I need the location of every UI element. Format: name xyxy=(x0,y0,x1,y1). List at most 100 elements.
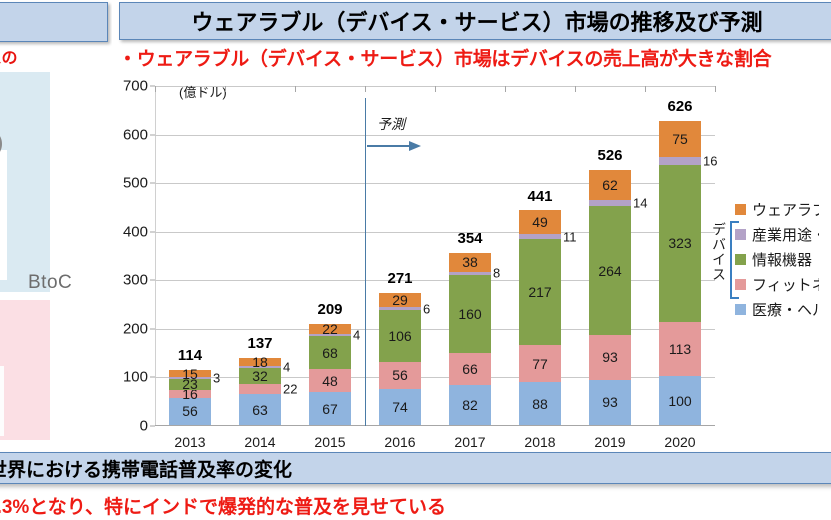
legend-color-swatch xyxy=(735,254,746,265)
bar-value-label: 22 xyxy=(322,320,338,337)
bar-group[interactable]: 56 16 23 3 15 xyxy=(169,365,220,425)
bar-value-label: 3 xyxy=(213,370,221,386)
bar-value-label: 22 xyxy=(283,381,298,397)
legend-item[interactable]: フィットネス xyxy=(735,272,819,297)
bar-segment: 82 xyxy=(449,385,491,425)
bar-total-label: 137 xyxy=(247,335,273,353)
x-tick-label: 2020 xyxy=(664,434,696,450)
bar-segment: 29 xyxy=(379,293,421,308)
bar-value-label: 93 xyxy=(602,349,618,366)
bar-value-label: 74 xyxy=(392,399,408,416)
bar-segment: 67 xyxy=(309,392,351,425)
legend-item[interactable]: 産業用途・ xyxy=(735,222,819,247)
legend-label: フィットネス xyxy=(752,277,819,294)
legend-label: 情報機器 xyxy=(752,252,813,269)
x-tick-label: 2015 xyxy=(314,434,346,450)
legend-item[interactable]: 情報機器 xyxy=(735,247,819,272)
bar-segment: 63 xyxy=(239,394,281,425)
bar-segment: 217 xyxy=(519,239,561,345)
x-tick-label: 2014 xyxy=(244,434,276,450)
bar-value-label: 62 xyxy=(602,176,618,193)
wearable-market-chart: 0 100 200 300 400 500 600 700 (億ドル) 56 16 23 3 15 11… xyxy=(118,72,819,451)
y-tick-mark xyxy=(150,231,155,233)
bar-segment: 93 xyxy=(589,379,631,425)
bar-segment: 16 xyxy=(169,385,211,402)
y-tick-mark xyxy=(150,279,155,281)
y-tick-label: 700 xyxy=(122,77,148,95)
x-tick-mark xyxy=(295,86,296,92)
bar-segment: 75 xyxy=(659,120,701,157)
bar-total-label: 114 xyxy=(177,346,203,364)
bar-value-label: 88 xyxy=(532,395,548,412)
gridline xyxy=(155,183,715,185)
bar-value-label: 15 xyxy=(182,365,198,382)
bar-value-label: 100 xyxy=(668,392,692,409)
bar-segment: 18 xyxy=(239,355,281,369)
legend-item[interactable]: ウェアラブ xyxy=(735,197,819,222)
legend-label: 医療・ヘル xyxy=(752,302,819,319)
bar-value-label: 56 xyxy=(182,403,198,420)
bar-group[interactable]: 67 48 68 4 22 xyxy=(309,320,360,425)
bar-value-label: 4 xyxy=(353,327,361,343)
bar-value-label: 68 xyxy=(322,344,338,361)
bar-value-label: 75 xyxy=(672,130,688,147)
x-tick-label: 2018 xyxy=(524,434,556,450)
bar-group[interactable]: 63 22 32 4 18 xyxy=(239,355,297,425)
bar-value-label: 6 xyxy=(423,301,431,317)
left-thumbnail-2 xyxy=(0,366,4,436)
bar-value-label: 16 xyxy=(182,385,198,402)
bar-value-label: 48 xyxy=(322,372,338,389)
y-tick-mark xyxy=(150,376,155,378)
legend-label: 産業用途・ xyxy=(752,227,819,244)
x-tick-mark xyxy=(155,86,156,92)
bar-total-label: 441 xyxy=(527,187,553,205)
bar-segment: 323 xyxy=(659,164,701,322)
x-tick-mark xyxy=(645,86,646,92)
bar-segment: 106 xyxy=(379,310,421,362)
gridline xyxy=(155,280,715,282)
bar-segment: 4 xyxy=(309,329,360,342)
y-tick-mark xyxy=(150,425,155,427)
bar-group[interactable]: 82 66 160 8 38 xyxy=(449,253,500,425)
bar-segment: 48 xyxy=(309,369,351,393)
x-tick-mark xyxy=(365,86,366,92)
bar-segment: 113 xyxy=(659,321,701,377)
footer-red-text: 6.3%となり、特にインドで爆発的な普及を見せている xyxy=(0,497,446,518)
bar-segment: 32 xyxy=(239,368,281,384)
bar-value-label: 38 xyxy=(462,254,478,271)
bar-segment: 56 xyxy=(379,361,421,390)
left-title-box xyxy=(0,2,108,42)
x-tick-label: 2019 xyxy=(594,434,626,450)
slide-subtitle: ・ウェアラブル（デバイス・サービス）市場はデバイスの売上高が大きな割合 xyxy=(118,49,772,70)
bar-value-label: 49 xyxy=(532,214,548,231)
y-tick-label: 500 xyxy=(122,174,148,192)
y-tick-label: 600 xyxy=(122,126,148,144)
left-slide-fragment: スの al 3D Viewer」 rt Watch2」 ーヴバンド」 el Ba… xyxy=(0,0,112,445)
bar-value-label: 160 xyxy=(458,306,482,323)
forecast-arrow-shaft xyxy=(367,145,411,147)
bar-segment: 88 xyxy=(519,382,561,425)
bar-group[interactable]: 93 93 264 14 62 xyxy=(589,169,647,425)
bar-segment: 49 xyxy=(519,210,561,235)
legend-item[interactable]: 医療・ヘル xyxy=(735,297,819,322)
bar-value-label: 14 xyxy=(633,195,648,211)
bar-group[interactable]: 88 77 217 11 49 xyxy=(519,210,577,425)
forecast-label: 予測 xyxy=(377,116,405,132)
forecast-divider-line xyxy=(365,98,366,426)
bar-value-label: 217 xyxy=(528,284,552,301)
btoc-label: BtoC xyxy=(28,272,73,293)
footer-title: 世界における携帯電話普及率の変化 xyxy=(0,459,293,481)
bar-total-label: 526 xyxy=(597,146,623,164)
bar-total-label: 271 xyxy=(387,270,413,288)
bar-segment: 22 xyxy=(309,320,351,337)
bar-group[interactable]: 100 113 323 16 75 xyxy=(659,120,717,425)
bar-segment: 62 xyxy=(589,169,631,200)
bar-group[interactable]: 74 56 106 6 29 xyxy=(379,293,430,425)
bar-segment: 74 xyxy=(379,389,421,425)
bar-value-label: 77 xyxy=(532,355,548,372)
bar-segment: 8 xyxy=(449,267,500,280)
bar-total-label: 209 xyxy=(317,300,343,318)
x-tick-label: 2013 xyxy=(174,434,206,450)
left-blue-panel xyxy=(0,72,50,292)
gridline xyxy=(155,231,715,233)
